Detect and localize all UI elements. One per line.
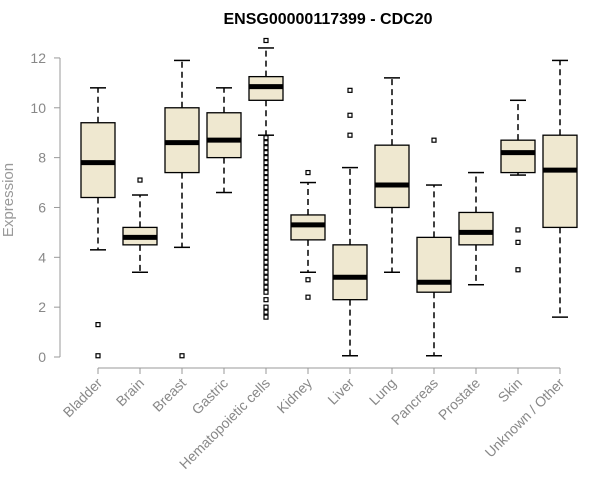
outlier-point [263,155,269,161]
outlier-point [263,289,269,295]
y-tick-label: 6 [38,199,46,215]
box-kidney [290,169,326,300]
outlier-point [263,194,269,201]
outlier-point [263,204,269,211]
outlier-point [263,209,269,216]
outlier-point [263,179,269,186]
outlier-point [515,227,521,233]
x-tick-label: Pancreas [388,375,441,428]
box-unknown-other [542,59,578,318]
x-tick-label: Kidney [274,375,316,417]
outlier-point [263,249,269,255]
outlier-point [95,353,101,359]
outlier-point [263,269,269,275]
outlier-point [137,177,143,183]
outlier-point [263,37,269,44]
outlier-point [263,284,269,290]
box-iqr [542,134,578,229]
box-lung [374,77,410,274]
outlier-point [95,322,101,328]
outlier-point [515,267,521,273]
outlier-point [263,304,269,310]
chart-title: ENSG00000117399 - CDC20 [223,11,432,28]
outlier-point [263,279,269,285]
outlier-point [347,112,353,118]
y-tick-label: 0 [38,349,46,365]
box-pancreas [416,137,452,357]
box-iqr [374,144,410,209]
box-bladder [80,87,116,359]
box-iqr [206,112,242,159]
boxes-group [80,37,578,359]
outlier-point [263,234,269,240]
outlier-point [263,160,269,166]
x-tick-label: Prostate [435,375,483,423]
y-axis: 0 2 4 6 8 10 12 [30,50,61,365]
outlier-point [263,229,269,235]
outlier-point [263,199,269,206]
outlier-point [263,239,269,245]
box-skin [500,99,536,273]
outlier-point [347,132,353,138]
box-gastric [206,87,242,194]
outlier-point [263,224,269,231]
outlier-point [263,309,269,315]
outlier-point [347,87,353,93]
outlier-point [263,259,269,265]
outlier-point [263,150,269,156]
outlier-point [263,169,269,176]
x-tick-label: Unknown / Other [482,375,568,461]
x-tick-label: Brain [113,375,147,409]
box-brain [122,177,158,274]
y-tick-label: 8 [38,150,46,166]
outlier-point [263,314,269,320]
outlier-point [179,353,185,359]
outlier-point [515,239,521,245]
y-tick-label: 4 [38,249,46,265]
outlier-point [263,297,269,303]
outlier-point [263,244,269,250]
y-tick-label: 2 [38,299,46,315]
box-iqr [332,244,368,301]
outlier-point [263,264,269,270]
outlier-point [263,140,269,146]
outlier-point [263,214,269,221]
outlier-point [263,145,269,151]
y-tick-label: 12 [30,50,46,66]
x-tick-label: Breast [149,375,189,415]
y-tick-label: 10 [30,100,46,116]
box-hematopoietic-cells [248,37,284,320]
box-iqr [458,211,494,246]
y-axis-label: Expression [0,163,17,237]
outlier-point [263,174,269,181]
outlier-point [263,184,269,191]
x-tick-label: Skin [495,375,526,406]
box-liver [332,87,368,357]
x-tick-label: Bladder [60,375,106,421]
box-prostate [458,171,494,286]
outlier-point [431,137,437,143]
box-breast [164,59,200,359]
outlier-point [305,169,311,176]
outlier-point [263,274,269,280]
outlier-point [305,277,311,283]
outlier-point [263,135,269,141]
outlier-point [305,294,311,300]
box-iqr [500,139,536,174]
outlier-point [263,164,269,171]
outlier-point [263,189,269,196]
x-tick-label: Liver [324,375,357,408]
x-tick-label: Lung [366,375,399,408]
outlier-point [263,254,269,260]
outlier-point [263,219,269,226]
